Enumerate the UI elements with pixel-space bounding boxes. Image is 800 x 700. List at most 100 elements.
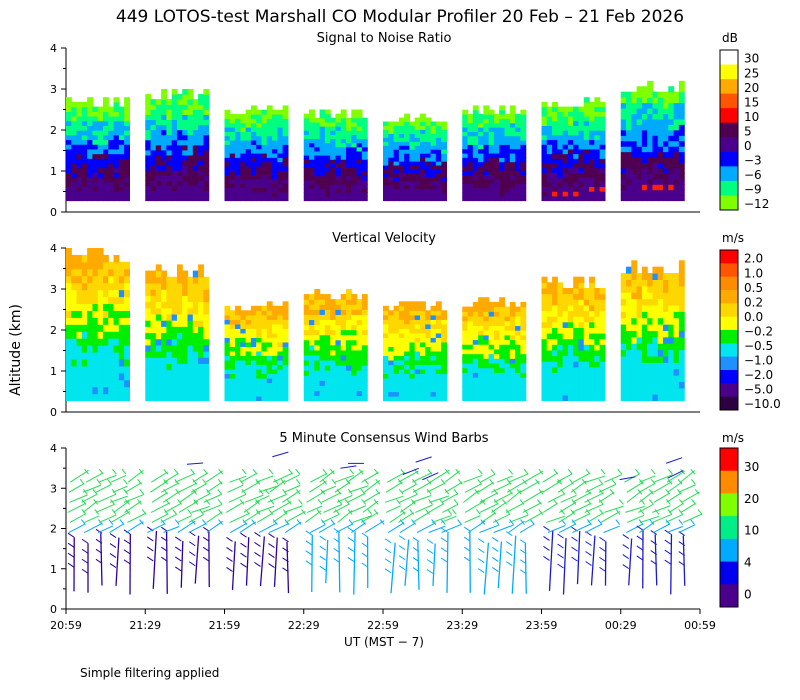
heatmap-cell: [425, 310, 432, 316]
heatmap-cell: [678, 387, 685, 395]
wind-barb: [151, 471, 169, 483]
heatmap-cell: [483, 109, 490, 115]
heatmap-cell: [324, 171, 331, 177]
heatmap-cell: [515, 152, 521, 158]
heatmap-cell: [97, 139, 104, 145]
heatmap-cell: [340, 167, 347, 173]
heatmap-cell: [663, 102, 669, 109]
heatmap-cell: [76, 115, 83, 122]
heatmap-cell: [356, 304, 363, 310]
heatmap-cell: [398, 368, 405, 375]
heatmap-cell: [245, 396, 252, 402]
heatmap-cell: [108, 358, 115, 367]
heatmap-cell: [277, 319, 284, 325]
heatmap-cell: [478, 353, 484, 359]
wind-barb: [585, 483, 604, 493]
heatmap-cell: [557, 162, 564, 169]
heatmap-cell: [356, 339, 363, 346]
heatmap-cell: [240, 114, 247, 119]
heatmap-cell: [546, 139, 553, 145]
heatmap-cell: [578, 125, 585, 131]
heatmap-cell: [118, 365, 125, 374]
heatmap-cell: [124, 345, 130, 353]
heatmap-cell: [472, 367, 479, 373]
heatmap-cell: [171, 307, 178, 315]
heatmap-cell: [240, 144, 247, 150]
heatmap-cell: [76, 144, 83, 150]
heatmap-cell: [145, 351, 152, 358]
heatmap-cell: [488, 330, 495, 336]
heatmap-cell: [589, 130, 595, 136]
heatmap-cell: [631, 368, 638, 376]
heatmap-cell: [266, 382, 273, 388]
heatmap-cell: [266, 178, 273, 184]
heatmap-cell: [483, 191, 490, 197]
heatmap-cell: [673, 387, 680, 395]
heatmap-cell: [277, 191, 284, 197]
heatmap-cell: [303, 344, 310, 351]
heatmap-cell: [330, 126, 337, 131]
wind-barb: [678, 484, 696, 493]
heatmap-cell: [118, 324, 125, 332]
heatmap-cell: [499, 297, 506, 303]
heatmap-cell: [330, 385, 337, 391]
barb-flag: [268, 553, 275, 559]
heatmap-cell: [324, 175, 331, 181]
heatmap-cell: [346, 395, 352, 402]
heatmap-cell: [324, 159, 331, 164]
heatmap-cell: [256, 337, 263, 343]
heatmap-cell: [520, 196, 527, 202]
heatmap-cell: [108, 351, 115, 360]
barb-flag: [690, 519, 695, 525]
barb-flag: [678, 541, 686, 546]
heatmap-cell: [272, 118, 278, 124]
heatmap-cell: [346, 339, 352, 346]
x-tick-label: 22:29: [288, 619, 320, 632]
heatmap-cell: [583, 287, 590, 295]
heatmap-cell: [97, 167, 104, 173]
heatmap-cell: [240, 118, 247, 124]
heatmap-cell: [314, 167, 321, 173]
wind-barb: [562, 537, 567, 595]
heatmap-cell: [176, 301, 183, 309]
heatmap-cell: [166, 388, 173, 395]
heatmap-cell: [150, 129, 157, 136]
barb-flag: [412, 557, 420, 563]
heatmap-cell: [414, 350, 421, 357]
heatmap-cell: [493, 187, 500, 193]
wind-barb: [626, 514, 645, 523]
heatmap-cell: [567, 361, 574, 368]
heatmap-cell: [176, 175, 183, 181]
heatmap-cell: [250, 144, 257, 150]
heatmap-cell: [409, 145, 416, 150]
heatmap-cell: [361, 183, 368, 189]
heatmap-cell: [66, 172, 72, 178]
heatmap-cell: [145, 295, 152, 303]
heatmap-cell: [425, 149, 432, 154]
heatmap-cell: [166, 154, 173, 161]
heatmap-cell: [108, 282, 115, 291]
heatmap-cell: [678, 375, 685, 382]
heatmap-cell: [266, 310, 273, 316]
heatmap-cell: [636, 184, 643, 191]
heatmap-cell: [224, 109, 231, 115]
heatmap-cell: [578, 172, 585, 178]
heatmap-cell: [636, 167, 643, 174]
wind-barb: [97, 493, 117, 503]
heatmap-cell: [361, 150, 368, 156]
heatmap-cell: [414, 305, 421, 311]
heatmap-cell: [430, 137, 437, 142]
heatmap-cell: [631, 298, 638, 306]
heatmap-cell: [546, 316, 553, 323]
heatmap-cell: [594, 153, 601, 159]
wind-barb: [240, 472, 258, 483]
heatmap-cell: [224, 314, 231, 320]
barb-flag: [426, 478, 432, 485]
heatmap-cell: [266, 323, 273, 329]
heatmap-cell: [594, 361, 601, 368]
heatmap-cell: [472, 391, 479, 397]
heatmap-cell: [335, 395, 342, 402]
heatmap-cell: [171, 124, 178, 131]
heatmap-cell: [552, 299, 558, 306]
heatmap-cell: [324, 354, 331, 361]
